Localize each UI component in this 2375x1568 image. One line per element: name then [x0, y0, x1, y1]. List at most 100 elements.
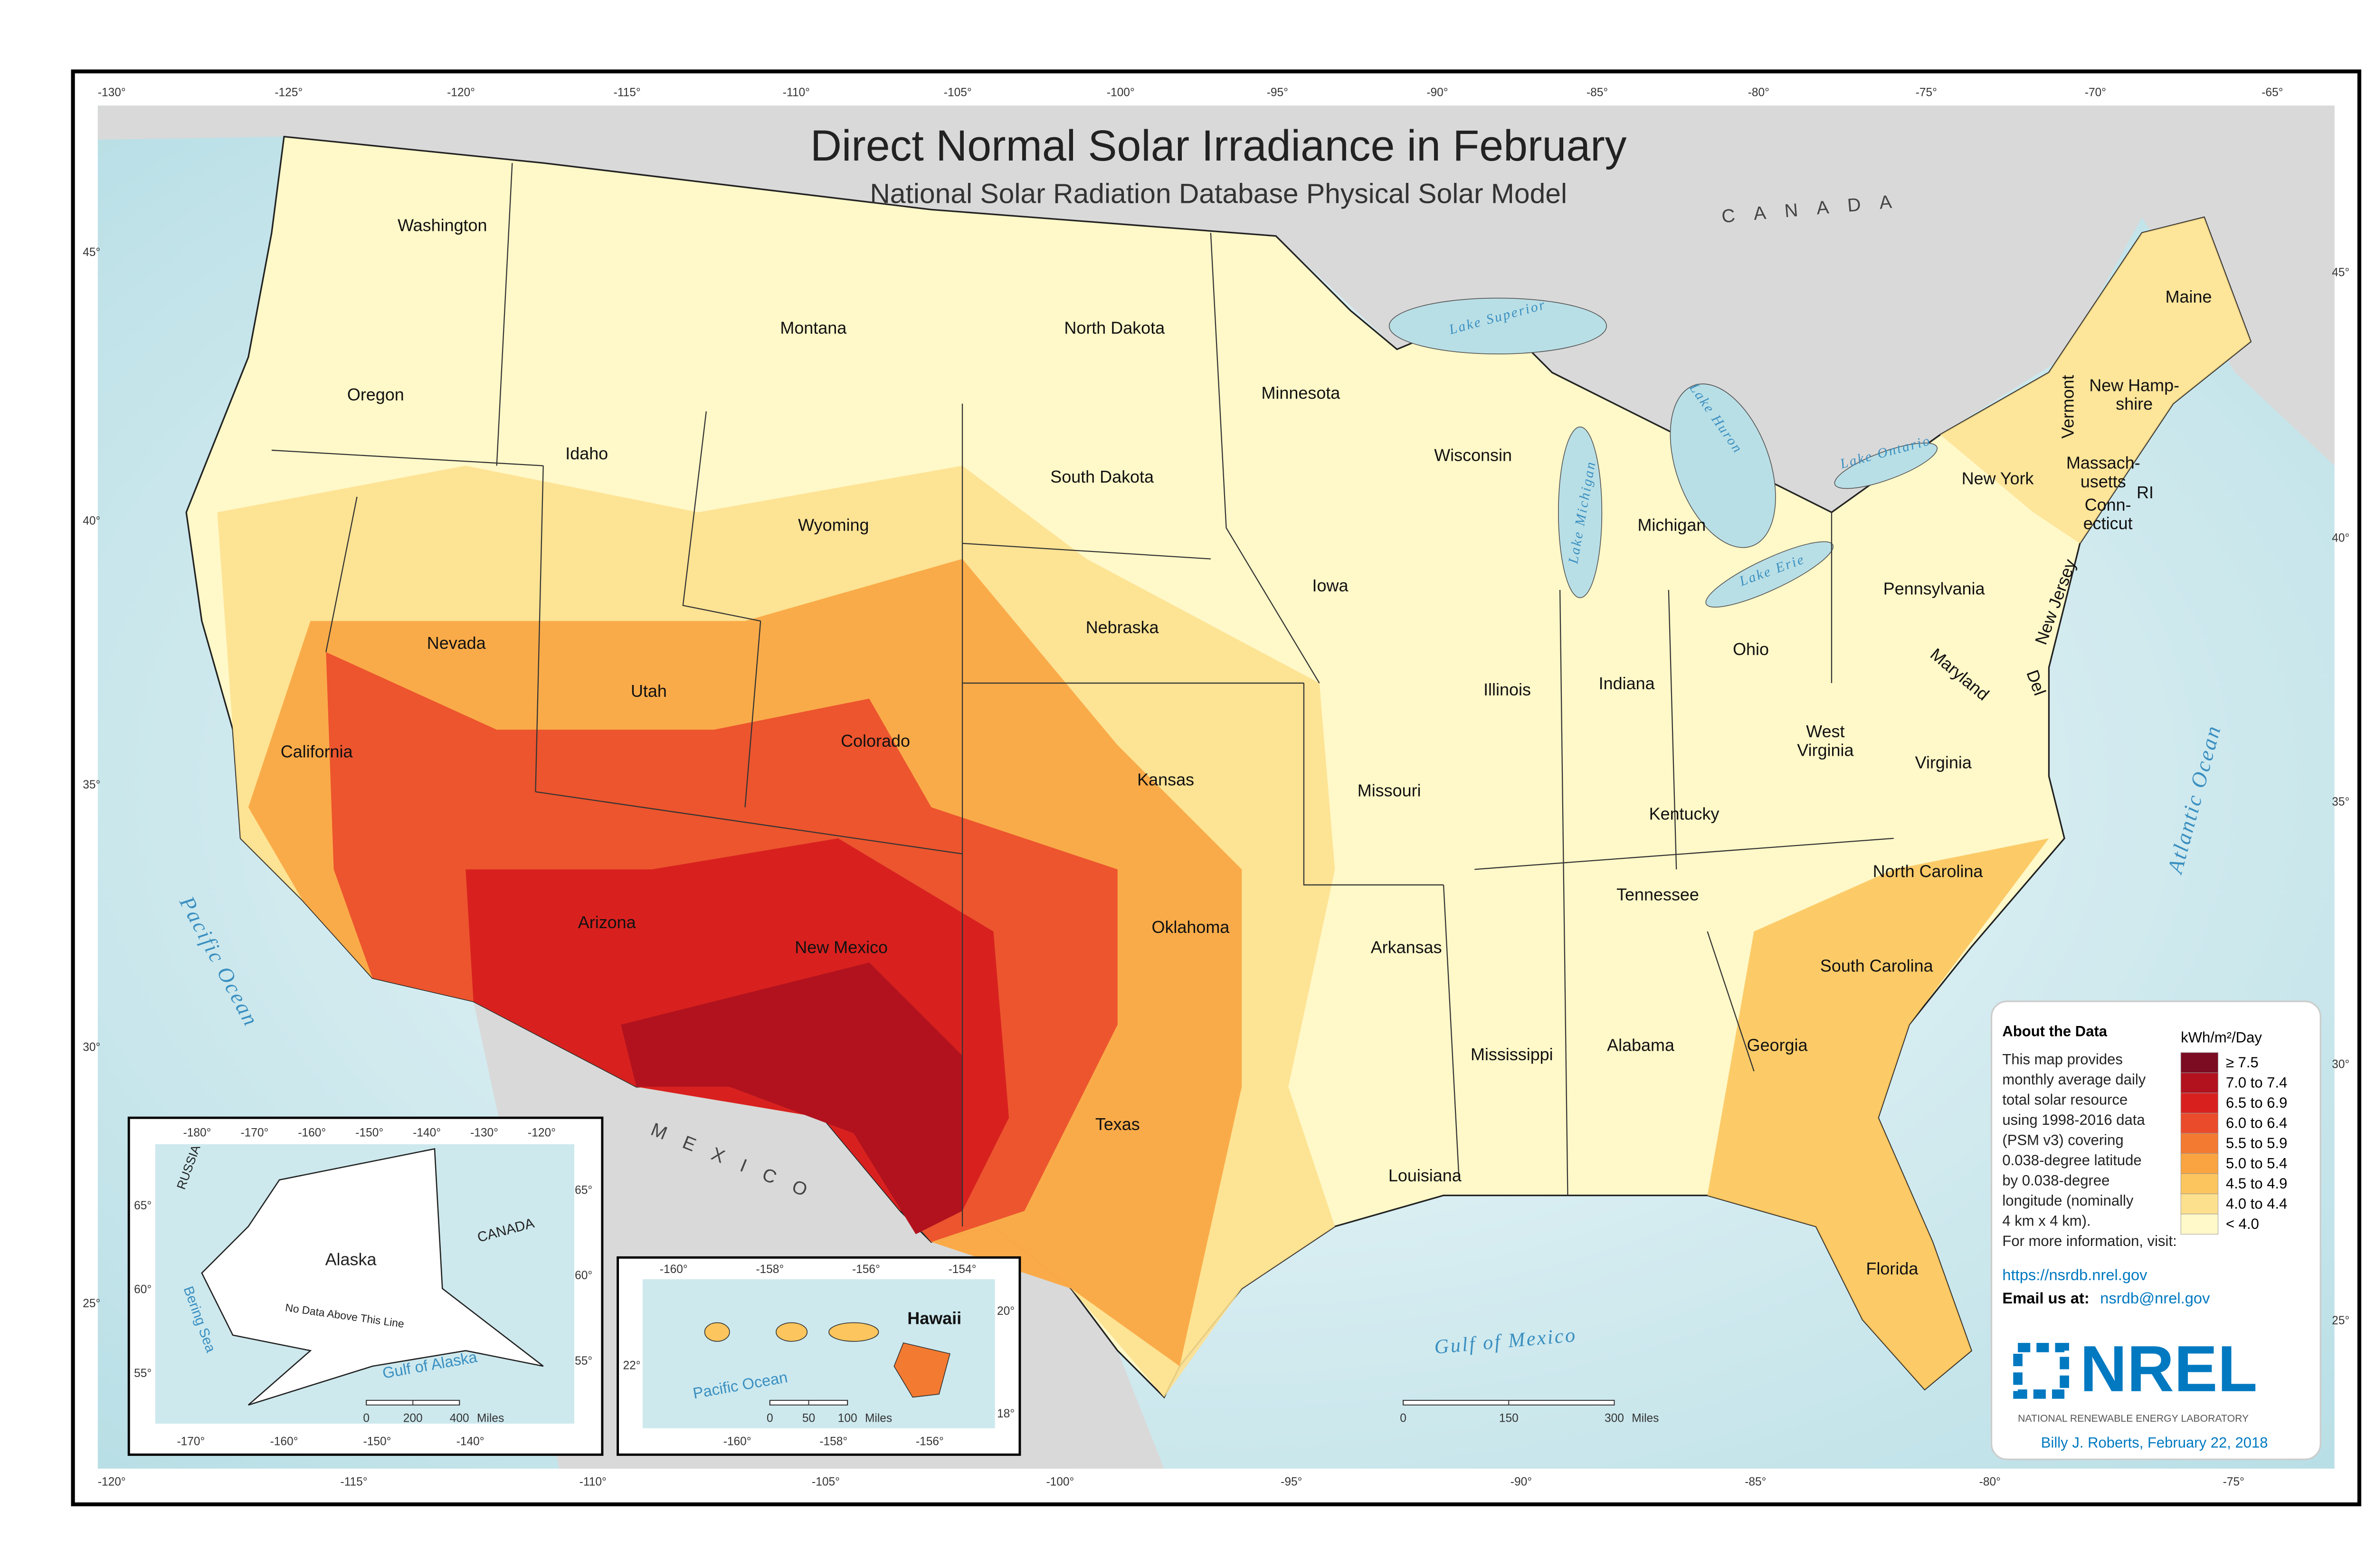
- state-label: Louisiana: [1388, 1166, 1462, 1185]
- about-text: by 0.038-degree: [2002, 1172, 2109, 1188]
- state-label: Utah: [631, 681, 667, 701]
- lakes: [1388, 297, 1938, 608]
- state-label: Oregon: [347, 385, 404, 404]
- longitude-label: -120°: [98, 1476, 126, 1489]
- zone: [1940, 217, 2251, 543]
- state-label: Texas: [1095, 1114, 1140, 1134]
- state-label: usetts: [2080, 472, 2126, 491]
- legend-swatch: [2180, 1173, 2219, 1194]
- latitude-label: 35°: [83, 779, 100, 791]
- lake: [1558, 426, 1603, 599]
- state-label: Wyoming: [798, 515, 869, 534]
- island: [776, 1322, 808, 1342]
- scale-label: 150: [1499, 1412, 1519, 1425]
- latitude-label: 30°: [2332, 1058, 2349, 1071]
- lake: [1388, 297, 1607, 354]
- longitude-label: -120°: [528, 1126, 556, 1139]
- longitude-label: -75°: [2223, 1476, 2244, 1489]
- about-link: https://nsrdb.nrel.gov: [2002, 1266, 2147, 1283]
- longitude-label: -100°: [1107, 86, 1135, 99]
- longitude-label: -170°: [177, 1435, 205, 1448]
- state-label: Massach-: [2066, 453, 2140, 473]
- state-label: Michigan: [1637, 515, 1706, 534]
- latitude-label: 40°: [2332, 532, 2349, 545]
- longitude-label: -140°: [456, 1435, 484, 1448]
- longitude-label: -160°: [270, 1435, 298, 1448]
- longitude-label: -90°: [1510, 1476, 1532, 1489]
- zone: [621, 962, 963, 1235]
- latitude-label: 30°: [83, 1041, 100, 1054]
- longitude-label: -80°: [1979, 1476, 2001, 1489]
- legend-swatch: [2180, 1052, 2219, 1073]
- longitude-label: -154°: [949, 1263, 977, 1276]
- inset-label: Alaska: [325, 1249, 377, 1269]
- longitude-label: -110°: [783, 86, 810, 99]
- about-text: total solar resource: [2002, 1091, 2128, 1108]
- latitude-label: 60°: [134, 1283, 152, 1296]
- frame: [71, 69, 2362, 1507]
- longitude-label: -150°: [355, 1126, 383, 1139]
- scale-unit: Miles: [477, 1412, 504, 1425]
- longitude-label: -120°: [447, 86, 475, 99]
- island: [704, 1322, 730, 1342]
- state-label: New Hamp-: [2089, 375, 2179, 395]
- longitude-label: -170°: [240, 1126, 268, 1139]
- state-label: Oklahoma: [1151, 917, 1229, 937]
- latitude-label: 45°: [83, 246, 100, 259]
- latitude-label: 25°: [2332, 1314, 2349, 1327]
- latitude-label: 60°: [575, 1269, 592, 1282]
- scale-label: 200: [403, 1412, 423, 1425]
- latitude-label: 55°: [575, 1355, 592, 1368]
- latitude-label: 40°: [83, 515, 100, 528]
- state-label: Pennsylvania: [1883, 579, 1985, 598]
- state-borders: [271, 163, 1894, 1226]
- about-text: monthly average daily: [2002, 1071, 2146, 1088]
- longitude-label: -70°: [2085, 86, 2106, 99]
- scale-label: 0: [767, 1412, 773, 1425]
- about-text: 0.038-degree latitude: [2002, 1152, 2141, 1169]
- longitude-label: -130°: [98, 86, 126, 99]
- about-text: longitude (nominally: [2002, 1192, 2133, 1209]
- state-label: North Carolina: [1873, 861, 1983, 881]
- state-label: Florida: [1866, 1259, 1918, 1278]
- longitude-label: -115°: [614, 86, 641, 99]
- latitude-label: 65°: [575, 1184, 592, 1197]
- legend-label: 4.0 to 4.4: [2226, 1195, 2287, 1212]
- longitude-label: -125°: [275, 86, 303, 99]
- longitude-label: -90°: [1426, 86, 1448, 99]
- legend-swatch: [2180, 1072, 2219, 1093]
- logo-icon: [2013, 1343, 2069, 1399]
- longitude-label: -110°: [580, 1476, 607, 1489]
- alaska-land: [201, 1148, 544, 1406]
- longitude-label: -105°: [812, 1476, 840, 1489]
- scale-unit: Miles: [865, 1412, 892, 1425]
- longitude-label: -160°: [660, 1263, 688, 1276]
- state-label: Montana: [780, 318, 846, 337]
- longitude-label: -156°: [916, 1435, 944, 1448]
- latitude-label: 45°: [2332, 266, 2349, 279]
- legend-swatch: [2180, 1133, 2219, 1154]
- longitude-label: -85°: [1586, 86, 1608, 99]
- longitude-label: -65°: [2261, 86, 2283, 99]
- island: [828, 1322, 879, 1342]
- latitude-label: 35°: [2332, 796, 2349, 808]
- state-label: California: [281, 742, 353, 761]
- inset-label: Hawaii: [907, 1309, 961, 1328]
- title: Direct Normal Solar Irradiance in Februa…: [810, 122, 1627, 170]
- state-label: Idaho: [565, 444, 608, 463]
- state-label: West: [1806, 722, 1844, 741]
- state-label: Illinois: [1483, 680, 1531, 699]
- longitude-label: -130°: [470, 1126, 498, 1139]
- legend-label: 5.5 to 5.9: [2226, 1135, 2287, 1151]
- longitude-label: -95°: [1267, 86, 1288, 99]
- longitude-label: -156°: [852, 1263, 880, 1276]
- latitude-label: 20°: [997, 1305, 1015, 1318]
- state-label: Minnesota: [1261, 383, 1340, 403]
- state-label: ecticut: [2083, 513, 2133, 533]
- lake: [1670, 383, 1776, 548]
- legend-label: 4.5 to 4.9: [2226, 1175, 2287, 1192]
- state-label: Arizona: [578, 912, 636, 932]
- latitude-label: 22°: [623, 1359, 640, 1372]
- state-label: Indiana: [1599, 674, 1655, 693]
